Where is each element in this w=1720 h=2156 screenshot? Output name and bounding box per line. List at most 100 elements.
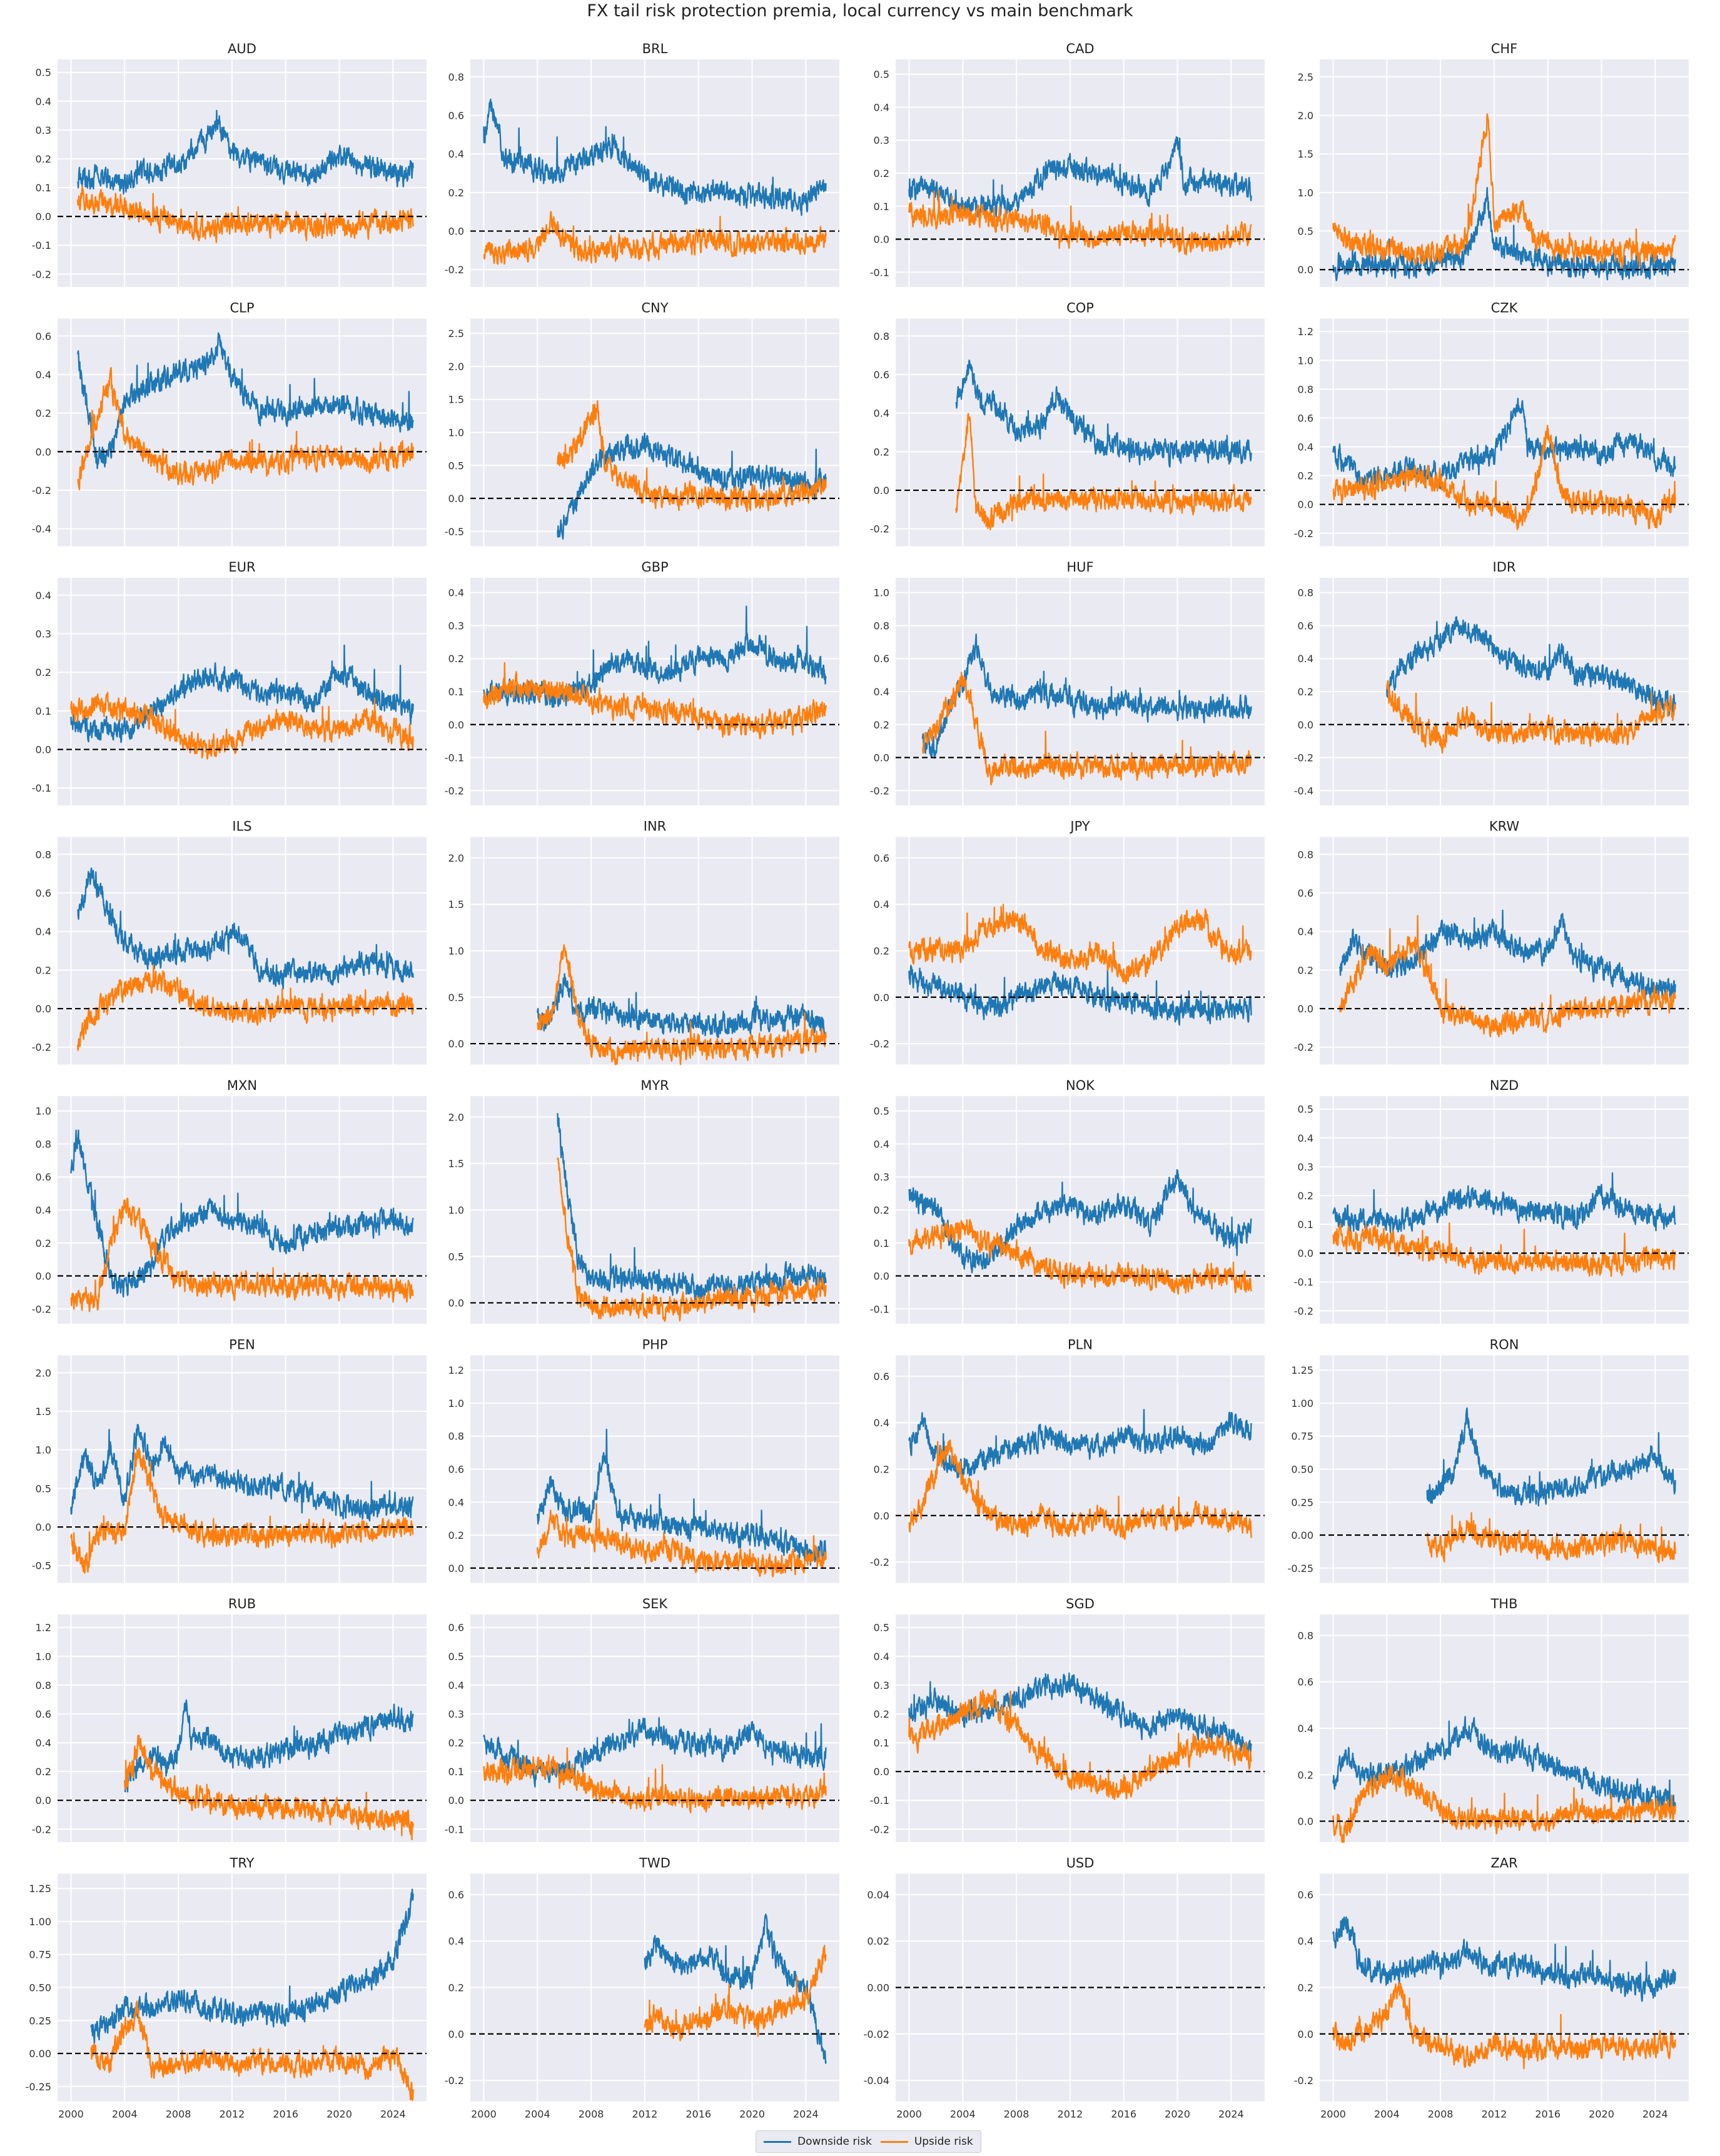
upside-line-pen bbox=[70, 1447, 414, 1574]
y-tick-label: 0.8 bbox=[1298, 1630, 1313, 1641]
downside-line-thb bbox=[1332, 1716, 1676, 1815]
upside-line-cad bbox=[908, 189, 1252, 256]
panel-twd: TWD 0.6 0.4 0.2 0.0 -0.2 2000 2004 2008 2012 2016 2… bbox=[445, 1856, 839, 2120]
y-tick-label: 0.3 bbox=[448, 620, 464, 632]
y-tick-label: 0.1 bbox=[448, 686, 464, 698]
x-tick-label: 2004 bbox=[950, 2108, 976, 2120]
y-tick-label: 0.0 bbox=[1298, 1816, 1313, 1828]
x-tick-label: 2016 bbox=[1535, 2108, 1561, 2120]
y-tick-label: 1.2 bbox=[1298, 326, 1313, 338]
y-tick-label: 0.2 bbox=[874, 945, 889, 957]
upside-line-twd bbox=[644, 1945, 827, 2042]
y-tick-label: 0.50 bbox=[1291, 1464, 1313, 1476]
panel-title-cny: CNY bbox=[641, 301, 668, 316]
y-tick-label: 0.0 bbox=[874, 1766, 889, 1778]
y-tick-label: 0.0 bbox=[448, 226, 464, 238]
downside-line-pen bbox=[70, 1424, 414, 1522]
panel-title-pen: PEN bbox=[229, 1337, 255, 1353]
y-tick-label: 2.0 bbox=[448, 852, 464, 864]
y-tick-label: 0.4 bbox=[448, 587, 464, 599]
y-tick-label: 0.1 bbox=[36, 182, 51, 194]
y-tick-label: 0.25 bbox=[29, 2015, 51, 2027]
panel-title-jpy: JPY bbox=[1069, 819, 1090, 834]
y-tick-label: 0.3 bbox=[36, 124, 51, 136]
y-tick-label: 2.0 bbox=[1298, 109, 1313, 121]
y-tick-label: -0.04 bbox=[864, 2075, 889, 2087]
plot-area-ils bbox=[58, 837, 427, 1065]
y-tick-label: 0.4 bbox=[448, 1680, 464, 1691]
upside-line-zar bbox=[1332, 1982, 1676, 2070]
downside-line-mxn bbox=[70, 1129, 414, 1298]
y-tick-label: -0.2 bbox=[445, 785, 464, 797]
y-tick-label: 1.0 bbox=[448, 1204, 464, 1216]
upside-line-idr bbox=[1386, 680, 1676, 754]
y-tick-label: -0.2 bbox=[32, 1823, 51, 1835]
y-tick-label: 1.0 bbox=[36, 1651, 51, 1663]
panel-thb: THB 0.8 0.6 0.4 0.2 0.0 bbox=[1298, 1596, 1689, 1843]
legend-swatch-upside bbox=[880, 2140, 908, 2143]
y-tick-label: 0.8 bbox=[448, 71, 464, 83]
y-tick-label: 0.0 bbox=[1298, 264, 1313, 276]
y-tick-label: 0.5 bbox=[448, 1651, 464, 1663]
y-tick-label: -0.1 bbox=[445, 752, 464, 764]
y-tick-label: 1.0 bbox=[448, 945, 464, 957]
y-tick-label: 0.0 bbox=[874, 234, 889, 246]
y-tick-label: -0.2 bbox=[445, 264, 464, 276]
panel-title-twd: TWD bbox=[639, 1856, 670, 1871]
y-tick-label: 0.0 bbox=[36, 211, 51, 223]
y-tick-label: 0.2 bbox=[874, 446, 889, 458]
y-tick-label: -0.1 bbox=[870, 1795, 889, 1806]
panel-pen: PEN 2.0 1.5 1.0 0.5 0.0 -0.5 bbox=[32, 1337, 427, 1583]
y-tick-label: 0.00 bbox=[1291, 1529, 1313, 1541]
downside-line-nzd bbox=[1332, 1172, 1676, 1235]
y-tick-label: 1.0 bbox=[1298, 355, 1313, 366]
upside-line-huf bbox=[921, 672, 1252, 786]
panel-title-sek: SEK bbox=[642, 1596, 669, 1611]
upside-line-rub bbox=[124, 1735, 414, 1841]
y-tick-label: 0.4 bbox=[874, 1651, 889, 1663]
y-tick-label: -0.1 bbox=[32, 239, 51, 251]
y-tick-label: -0.2 bbox=[870, 1556, 889, 1568]
y-tick-label: 0.0 bbox=[448, 1795, 464, 1806]
y-tick-label: 0.2 bbox=[1298, 964, 1313, 976]
y-tick-label: 0.5 bbox=[36, 67, 51, 79]
y-tick-label: 0.0 bbox=[874, 1271, 889, 1282]
y-tick-label: -0.1 bbox=[870, 266, 889, 278]
panel-title-cad: CAD bbox=[1066, 41, 1094, 56]
x-tick-label: 2004 bbox=[525, 2108, 550, 2120]
upside-line-clp bbox=[77, 366, 414, 491]
y-tick-label: 0.0 bbox=[1298, 2028, 1313, 2040]
legend-item-upside: Upside risk bbox=[880, 2135, 973, 2148]
legend-item-downside: Downside risk bbox=[764, 2135, 872, 2148]
panel-title-huf: HUF bbox=[1066, 560, 1093, 575]
y-tick-label: 0.2 bbox=[1298, 1190, 1313, 1202]
y-tick-label: 0.8 bbox=[36, 1680, 51, 1691]
panel-title-try: TRY bbox=[230, 1856, 255, 1871]
panel-title-brl: BRL bbox=[642, 41, 668, 56]
panel-sgd: SGD 0.5 0.4 0.3 0.2 0.1 0.0 -0.1 -0.2 bbox=[870, 1596, 1265, 1842]
y-tick-label: -0.2 bbox=[32, 1042, 51, 1054]
y-tick-label: -0.1 bbox=[445, 1823, 464, 1835]
y-tick-label: 0.04 bbox=[867, 1889, 889, 1901]
x-tick-label: 2024 bbox=[380, 2108, 406, 2120]
panel-krw: KRW 0.8 0.6 0.4 0.2 0.0 -0.2 bbox=[1294, 819, 1689, 1065]
panel-brl: BRL 0.8 0.6 0.4 0.2 0.0 -0.2 bbox=[445, 41, 839, 287]
x-tick-label: 2008 bbox=[1004, 2108, 1029, 2120]
legend-swatch-downside bbox=[764, 2140, 791, 2143]
y-tick-label: 0.2 bbox=[36, 153, 51, 165]
panel-cop: COP 0.8 0.6 0.4 0.2 0.0 -0.2 bbox=[870, 301, 1265, 547]
downside-line-huf bbox=[921, 633, 1252, 759]
y-tick-label: 0.2 bbox=[36, 667, 51, 678]
plot-area-cop bbox=[896, 318, 1265, 547]
y-tick-label: -0.2 bbox=[870, 1038, 889, 1050]
y-tick-label: 0.8 bbox=[874, 620, 889, 632]
y-tick-label: 0.4 bbox=[36, 96, 51, 108]
upside-line-nzd bbox=[1332, 1222, 1676, 1277]
y-tick-label: 1.5 bbox=[36, 1406, 51, 1418]
y-tick-label: 1.00 bbox=[1291, 1398, 1313, 1409]
y-tick-label: 1.0 bbox=[36, 1444, 51, 1456]
y-tick-label: 0.8 bbox=[1298, 587, 1313, 599]
y-tick-label: 0.2 bbox=[36, 408, 51, 420]
y-tick-label: 0.4 bbox=[448, 1935, 464, 1947]
